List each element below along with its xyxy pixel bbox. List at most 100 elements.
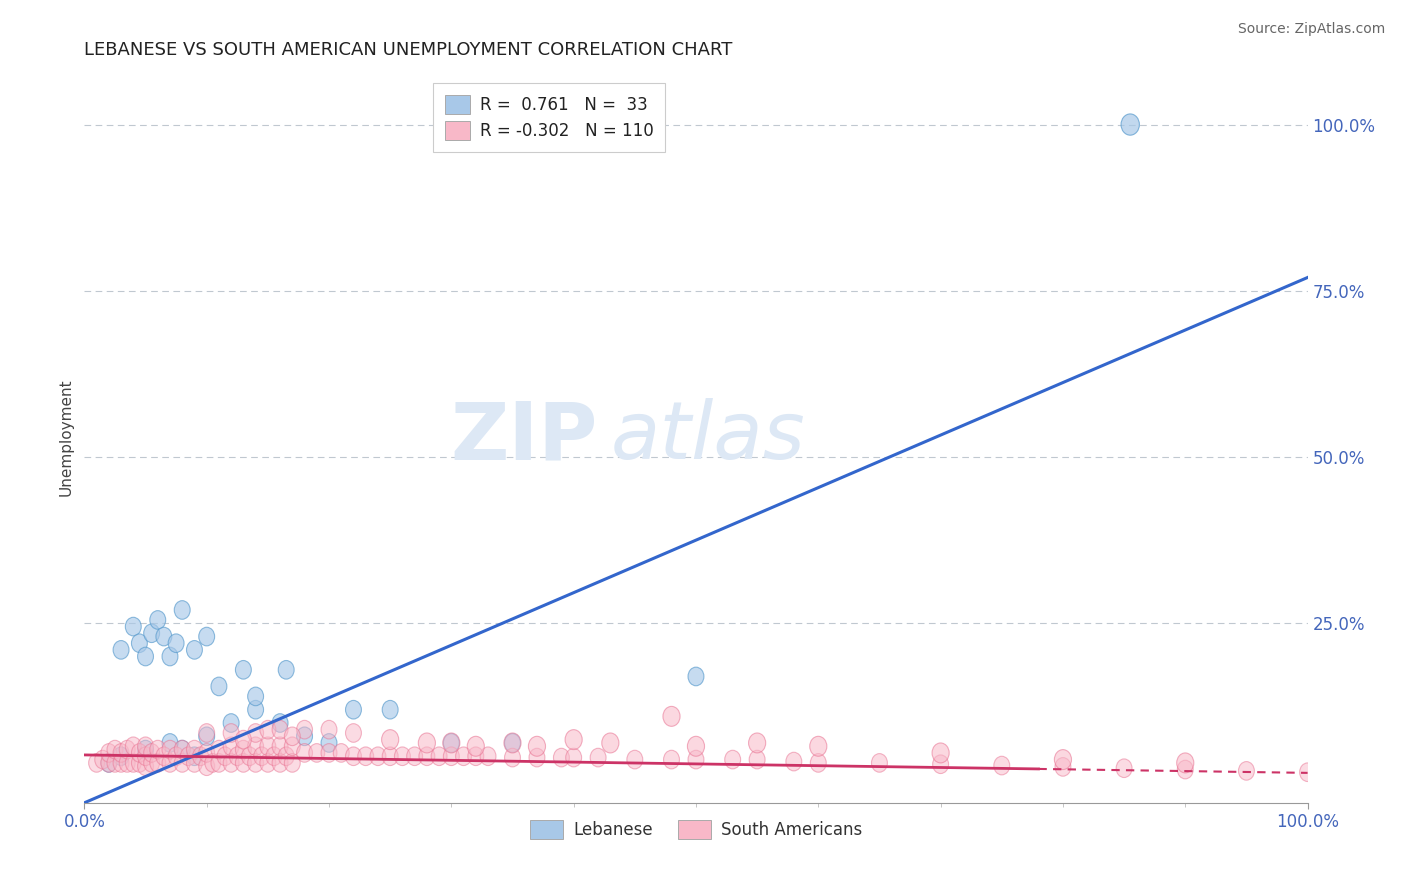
Ellipse shape — [112, 754, 129, 772]
Ellipse shape — [198, 757, 215, 775]
Ellipse shape — [284, 737, 301, 756]
Ellipse shape — [406, 747, 423, 765]
Ellipse shape — [156, 747, 172, 765]
Ellipse shape — [187, 754, 202, 772]
Text: atlas: atlas — [610, 398, 806, 476]
Ellipse shape — [235, 754, 252, 772]
Ellipse shape — [229, 747, 245, 765]
Ellipse shape — [273, 754, 288, 772]
Ellipse shape — [278, 660, 294, 679]
Ellipse shape — [120, 740, 135, 759]
Ellipse shape — [664, 706, 681, 726]
Ellipse shape — [443, 733, 460, 753]
Ellipse shape — [247, 737, 263, 756]
Text: LEBANESE VS SOUTH AMERICAN UNEMPLOYMENT CORRELATION CHART: LEBANESE VS SOUTH AMERICAN UNEMPLOYMENT … — [84, 41, 733, 59]
Ellipse shape — [591, 748, 606, 767]
Ellipse shape — [260, 754, 276, 772]
Ellipse shape — [138, 737, 153, 756]
Ellipse shape — [211, 740, 226, 759]
Ellipse shape — [1054, 757, 1071, 776]
Ellipse shape — [107, 740, 122, 759]
Ellipse shape — [1239, 762, 1254, 780]
Ellipse shape — [505, 733, 520, 752]
Ellipse shape — [224, 723, 239, 742]
Ellipse shape — [278, 747, 294, 765]
Ellipse shape — [242, 747, 257, 765]
Ellipse shape — [419, 733, 436, 753]
Ellipse shape — [357, 747, 374, 765]
Ellipse shape — [260, 737, 276, 756]
Ellipse shape — [321, 733, 337, 752]
Ellipse shape — [94, 750, 111, 769]
Ellipse shape — [187, 740, 202, 759]
Ellipse shape — [211, 677, 226, 696]
Ellipse shape — [143, 744, 160, 763]
Ellipse shape — [994, 756, 1010, 775]
Ellipse shape — [198, 723, 215, 742]
Ellipse shape — [169, 747, 184, 765]
Ellipse shape — [419, 747, 434, 765]
Ellipse shape — [89, 754, 104, 772]
Ellipse shape — [138, 747, 153, 765]
Y-axis label: Unemployment: Unemployment — [58, 378, 73, 496]
Ellipse shape — [187, 640, 202, 659]
Ellipse shape — [125, 617, 141, 636]
Ellipse shape — [120, 754, 135, 772]
Ellipse shape — [382, 747, 398, 765]
Ellipse shape — [253, 747, 270, 765]
Ellipse shape — [346, 723, 361, 742]
Ellipse shape — [321, 744, 337, 763]
Ellipse shape — [235, 660, 252, 679]
Ellipse shape — [297, 744, 312, 763]
Ellipse shape — [432, 747, 447, 765]
Ellipse shape — [224, 754, 239, 772]
Ellipse shape — [112, 640, 129, 659]
Ellipse shape — [198, 727, 215, 746]
Ellipse shape — [150, 740, 166, 759]
Ellipse shape — [554, 748, 569, 767]
Ellipse shape — [529, 736, 546, 756]
Ellipse shape — [247, 723, 263, 742]
Ellipse shape — [872, 754, 887, 772]
Ellipse shape — [724, 750, 741, 769]
Ellipse shape — [479, 747, 496, 765]
Ellipse shape — [1054, 749, 1071, 770]
Ellipse shape — [346, 700, 361, 719]
Ellipse shape — [211, 754, 226, 772]
Ellipse shape — [1116, 759, 1132, 778]
Ellipse shape — [247, 754, 263, 772]
Ellipse shape — [198, 627, 215, 646]
Ellipse shape — [688, 667, 704, 686]
Ellipse shape — [273, 721, 288, 739]
Ellipse shape — [346, 747, 361, 765]
Ellipse shape — [273, 714, 288, 732]
Ellipse shape — [112, 744, 129, 763]
Ellipse shape — [309, 744, 325, 763]
Ellipse shape — [381, 730, 399, 749]
Ellipse shape — [125, 754, 141, 772]
Ellipse shape — [1299, 763, 1316, 781]
Ellipse shape — [565, 748, 582, 767]
Ellipse shape — [143, 754, 160, 772]
Ellipse shape — [131, 634, 148, 653]
Ellipse shape — [224, 737, 239, 756]
Ellipse shape — [131, 744, 148, 763]
Text: ZIP: ZIP — [451, 398, 598, 476]
Ellipse shape — [150, 611, 166, 629]
Ellipse shape — [174, 600, 190, 619]
Ellipse shape — [131, 754, 148, 772]
Ellipse shape — [162, 648, 179, 665]
Ellipse shape — [193, 747, 208, 765]
Ellipse shape — [443, 747, 460, 765]
Ellipse shape — [627, 750, 643, 769]
Ellipse shape — [150, 754, 166, 772]
Ellipse shape — [333, 744, 349, 763]
Ellipse shape — [138, 740, 153, 759]
Ellipse shape — [503, 733, 522, 753]
Ellipse shape — [1177, 760, 1194, 779]
Ellipse shape — [235, 731, 252, 749]
Ellipse shape — [1177, 753, 1194, 772]
Ellipse shape — [748, 733, 766, 753]
Ellipse shape — [370, 747, 385, 765]
Ellipse shape — [217, 747, 233, 765]
